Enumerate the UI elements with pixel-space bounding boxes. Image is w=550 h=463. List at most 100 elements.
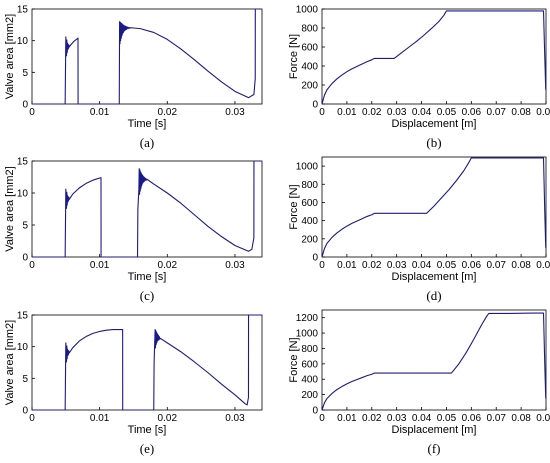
- y-axis-label: Force [N]: [288, 184, 300, 229]
- x-tick-label: 0.01: [337, 413, 357, 424]
- x-tick-label: 0.08: [511, 413, 531, 424]
- y-tick-label: 0: [22, 406, 28, 417]
- panel-caption: (e): [140, 441, 154, 456]
- panel-caption: (c): [140, 288, 154, 303]
- x-tick-label: 0.05: [437, 413, 457, 424]
- y-tick-label: 5: [22, 221, 28, 232]
- x-tick-label: 0.09: [536, 107, 550, 118]
- x-tick-label: 0.09: [536, 413, 550, 424]
- y-tick-label: 800: [301, 24, 318, 35]
- panel-caption: (a): [140, 135, 154, 150]
- x-tick-label: 0: [319, 260, 325, 271]
- x-tick-label: 0.04: [412, 260, 432, 271]
- x-axis-label: Time [s]: [128, 271, 167, 283]
- y-tick-label: 1000: [296, 5, 319, 16]
- y-tick-label: 600: [301, 43, 318, 54]
- x-tick-label: 0.07: [486, 107, 506, 118]
- x-axis-label: Displacement [m]: [392, 118, 477, 130]
- chart-panel-d: 0 0.01 0.02 0.03 0.04 0.05 0.06 0.07 0.08 0.09 0 20…: [288, 156, 550, 303]
- x-tick-label: 0.01: [337, 260, 357, 271]
- chart-panel-e: 0 0.01 0.02 0.03 0 5 10 15 Time [s] Valve area [m…: [4, 311, 263, 456]
- series-line-b: [321, 10, 547, 105]
- y-axis-label: Valve area [mm2]: [4, 14, 16, 99]
- chart-panel-c: 0 0.01 0.02 0.03 0 5 10 15 Time [s] Valve area [m…: [4, 157, 263, 303]
- x-tick-label: 0.01: [90, 413, 110, 424]
- x-tick-label: 0.02: [158, 107, 178, 118]
- y-tick-label: 10: [17, 189, 29, 200]
- y-tick-label: 10: [17, 36, 29, 47]
- x-tick-label: 0: [29, 413, 35, 424]
- x-tick-label: 0.02: [362, 107, 382, 118]
- y-tick-label: 0: [22, 100, 28, 111]
- x-axis-label: Displacement [m]: [392, 271, 477, 283]
- x-tick-label: 0.07: [486, 260, 506, 271]
- x-tick-label: 0.03: [225, 107, 245, 118]
- plot-frame: [321, 156, 547, 258]
- y-tick-label: 0: [22, 253, 28, 264]
- y-tick-label: 400: [301, 375, 318, 386]
- y-tick-label: 10: [17, 342, 29, 353]
- y-tick-label: 0: [312, 253, 318, 264]
- x-tick-label: 0.06: [462, 413, 482, 424]
- x-tick-label: 0: [29, 107, 35, 118]
- y-tick-label: 1000: [296, 162, 319, 173]
- y-tick-label: 15: [17, 5, 29, 16]
- x-tick-label: 0.03: [387, 260, 407, 271]
- series-line-d: [321, 157, 547, 258]
- y-axis-label: Force [N]: [288, 337, 300, 382]
- x-tick-label: 0.03: [387, 413, 407, 424]
- x-tick-label: 0.06: [462, 260, 482, 271]
- x-tick-label: 0.04: [412, 107, 432, 118]
- x-axis-label: Time [s]: [128, 424, 167, 436]
- series-line-c: [32, 160, 262, 258]
- y-tick-label: 1000: [296, 329, 319, 340]
- x-tick-label: 0.02: [362, 260, 382, 271]
- x-tick-label: 0.01: [90, 107, 110, 118]
- plot-frame: [31, 314, 263, 411]
- y-tick-label: 0: [312, 100, 318, 111]
- x-tick-label: 0.01: [337, 107, 357, 118]
- chart-panel-f: 0 0.01 0.02 0.03 0.04 0.05 0.06 0.07 0.08 0.09 0 20…: [288, 309, 550, 456]
- y-tick-label: 600: [301, 198, 318, 209]
- x-tick-label: 0: [29, 260, 35, 271]
- y-axis-label: Force [N]: [288, 34, 300, 79]
- series-line-e: [32, 314, 262, 411]
- y-tick-label: 15: [17, 311, 29, 322]
- x-axis-label: Displacement [m]: [392, 424, 477, 436]
- x-tick-label: 0.02: [158, 413, 178, 424]
- x-tick-label: 0.03: [225, 413, 245, 424]
- x-tick-label: 0.07: [486, 413, 506, 424]
- series-line-a: [32, 8, 262, 105]
- y-tick-label: 5: [22, 68, 28, 79]
- x-tick-label: 0.05: [437, 260, 457, 271]
- y-tick-label: 800: [301, 180, 318, 191]
- x-tick-label: 0.06: [462, 107, 482, 118]
- y-tick-label: 15: [17, 157, 29, 168]
- y-axis-label: Valve area [mm2]: [4, 166, 16, 251]
- panel-caption: (b): [426, 135, 441, 150]
- y-tick-label: 5: [22, 374, 28, 385]
- y-tick-label: 1200: [296, 313, 319, 324]
- plot-frame: [321, 8, 547, 105]
- y-tick-label: 400: [301, 216, 318, 227]
- x-tick-label: 0.08: [511, 107, 531, 118]
- y-tick-label: 600: [301, 359, 318, 370]
- x-tick-label: 0.05: [437, 107, 457, 118]
- x-tick-label: 0.09: [536, 260, 550, 271]
- x-tick-label: 0.03: [225, 260, 245, 271]
- x-axis-label: Time [s]: [128, 118, 167, 130]
- plot-frame: [31, 160, 263, 258]
- x-tick-label: 0.04: [412, 413, 432, 424]
- chart-panel-a: 0 0.01 0.02 0.03 0 5 10 15 Time [s] Valve area [m…: [4, 5, 263, 150]
- y-tick-label: 200: [301, 390, 318, 401]
- plot-frame: [321, 309, 547, 411]
- y-tick-label: 200: [301, 234, 318, 245]
- x-tick-label: 0: [319, 107, 325, 118]
- x-tick-label: 0.02: [362, 413, 382, 424]
- y-tick-label: 400: [301, 62, 318, 73]
- x-tick-label: 0.03: [387, 107, 407, 118]
- x-tick-label: 0.01: [90, 260, 110, 271]
- x-tick-label: 0.08: [511, 260, 531, 271]
- y-tick-label: 200: [301, 81, 318, 92]
